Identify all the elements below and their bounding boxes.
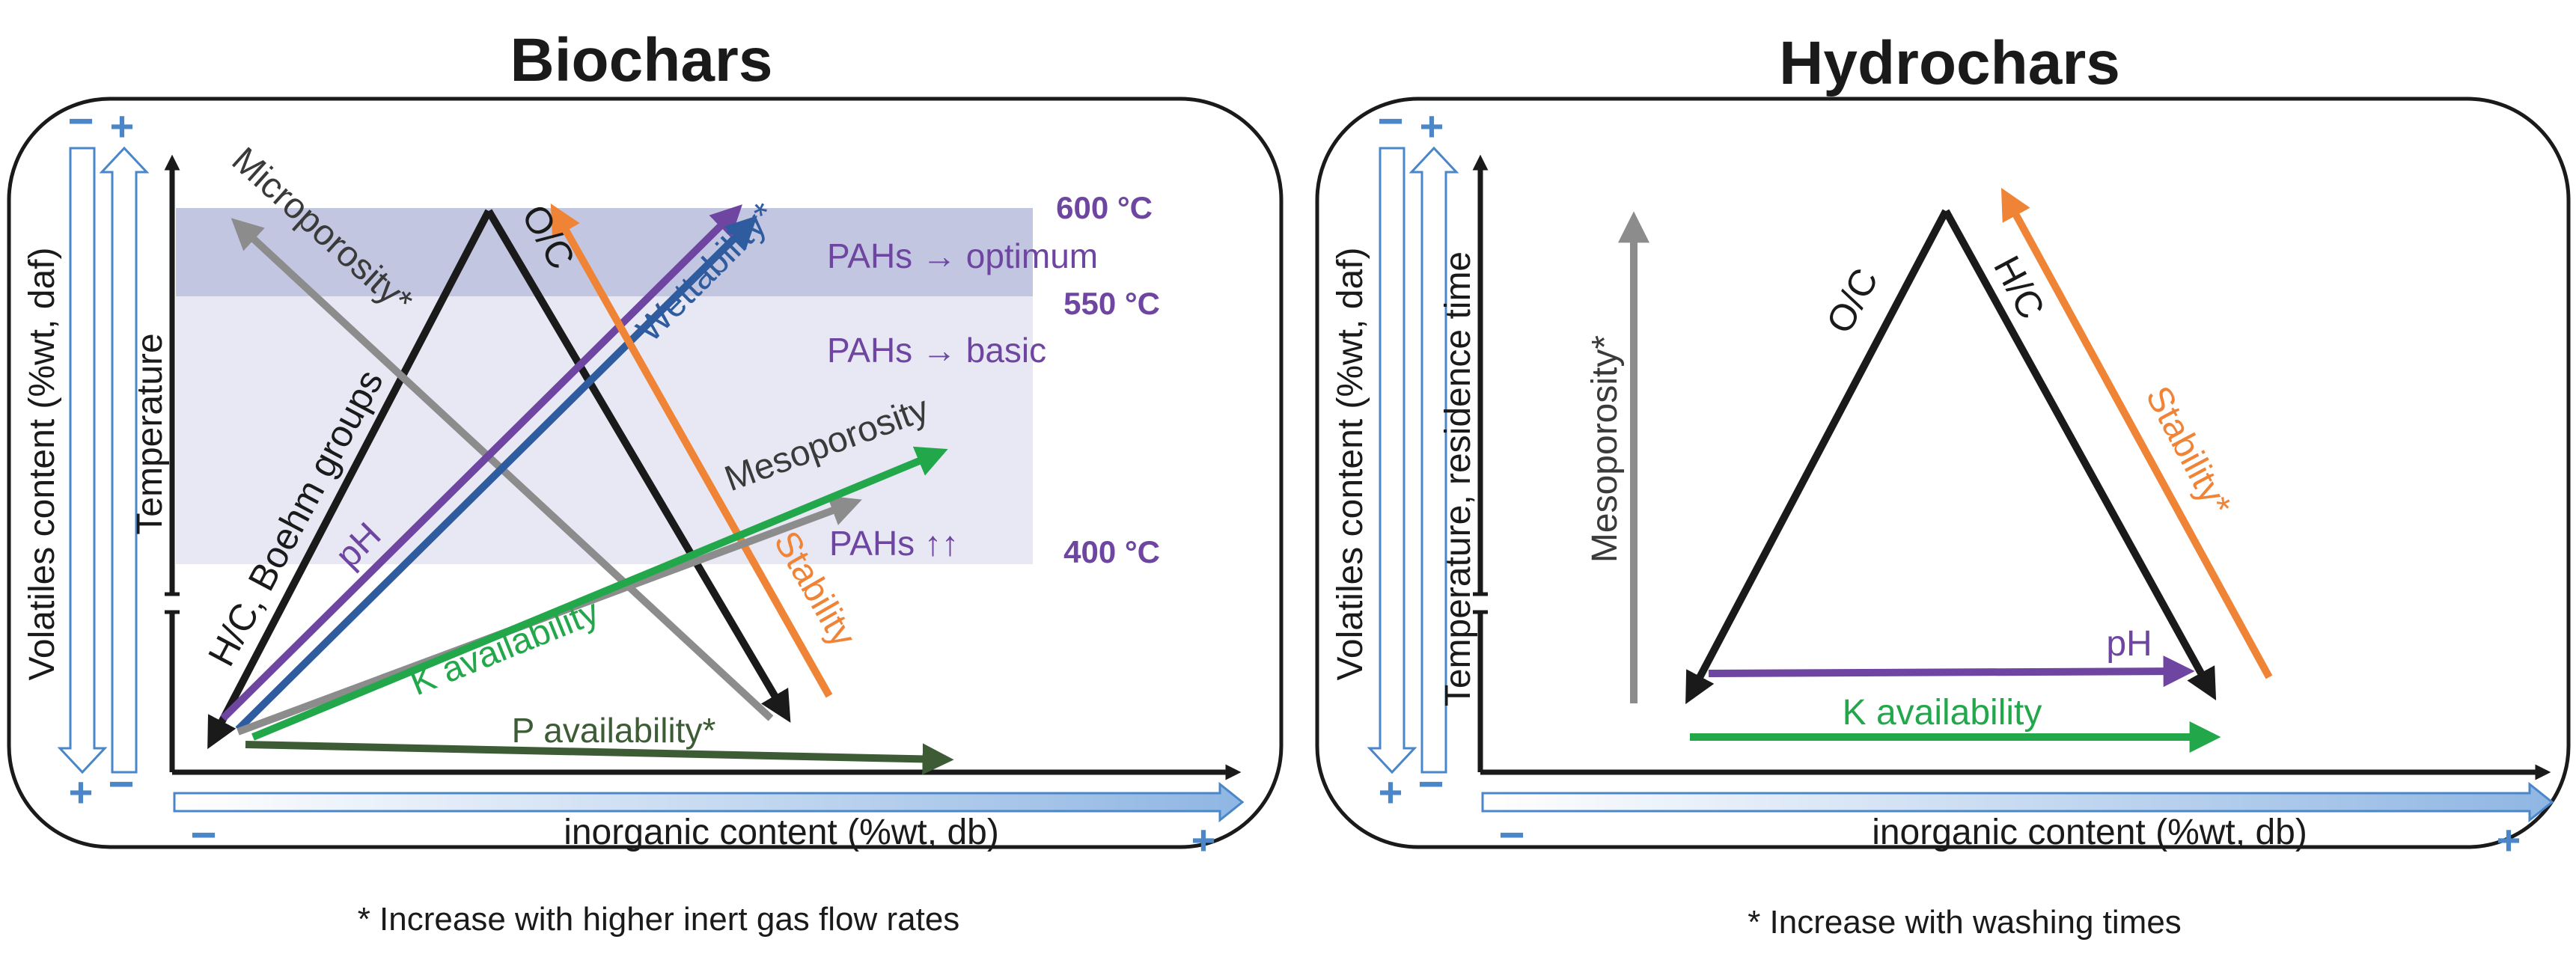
hydro-volatiles-top-plus-sign: + xyxy=(1420,103,1444,150)
hydrochars-axis-break xyxy=(1471,596,1489,611)
temp-600-label: 600 °C xyxy=(1056,190,1153,225)
hydrochars-footnote: * Increase with washing times xyxy=(1748,904,2182,941)
hydro-stability-arrow xyxy=(2000,187,2273,679)
biochars-frame xyxy=(7,97,1284,849)
pahs-basic-label: PAHs → basic xyxy=(827,331,1046,370)
hydro-mesoporosity-label: Mesoporosity* xyxy=(1585,335,1625,563)
inorganic-gradient-arrow xyxy=(173,781,1245,823)
hydro-ph-label: pH xyxy=(2106,624,2152,664)
hydrochars-temperature-label: Temperature, residence time xyxy=(1438,251,1478,706)
hydro-hc-arrow xyxy=(1942,209,2217,701)
hydrochars-title: Hydrochars xyxy=(1779,29,2120,97)
temp-550-label: 550 °C xyxy=(1063,286,1160,321)
hydro-k-availability-label: K availability xyxy=(1843,693,2042,733)
hydro-inorganic-minus-sign: − xyxy=(1498,810,1524,860)
volatiles-bottom-plus-sign: + xyxy=(69,768,94,816)
hydro-volatiles-top-minus-sign: − xyxy=(1377,96,1403,146)
biochars-panel: Biochars − + + − Volatiles content (%wt,… xyxy=(7,26,1284,938)
volatiles-gradient-arrow xyxy=(57,146,150,774)
hydro-stability-label: Stability* xyxy=(2137,380,2238,522)
biochars-y-axis-label: Volatiles content (%wt, daf) xyxy=(22,248,62,681)
hydro-oc-arrow xyxy=(1685,209,1950,705)
hydrochars-frame xyxy=(1315,97,2571,849)
biochars-footnote: * Increase with higher inert gas flow ra… xyxy=(358,901,960,938)
p-availability-arrow xyxy=(245,741,954,775)
band-600-550 xyxy=(176,208,1033,296)
k-availability-label: K availability xyxy=(405,592,605,703)
biochars-x-axis-label: inorganic content (%wt, db) xyxy=(564,813,999,852)
hydro-volatiles-gradient-arrow xyxy=(1367,146,1459,774)
hydro-volatiles-bottom-plus-sign: + xyxy=(1379,768,1403,816)
wettability-arrow xyxy=(235,215,757,733)
biochars-axis-break xyxy=(163,596,181,611)
hydrochars-y-axis-label: Volatiles content (%wt, daf) xyxy=(1331,248,1370,681)
p-availability-label: P availability* xyxy=(512,711,716,750)
volatiles-top-minus-sign: − xyxy=(67,96,94,146)
pahs-up-label: PAHs ↑↑ xyxy=(829,524,959,563)
ph-arrow xyxy=(220,204,742,721)
biochars-title: Biochars xyxy=(510,26,773,94)
hydro-inorganic-plus-sign: + xyxy=(2497,816,2521,863)
hydro-volatiles-bottom-minus-sign: − xyxy=(1417,759,1444,809)
inorganic-minus-sign: − xyxy=(190,810,216,860)
hydro-oc-label: O/C xyxy=(1818,262,1886,340)
temp-400-label: 400 °C xyxy=(1063,534,1160,569)
volatiles-top-plus-sign: + xyxy=(110,103,135,150)
biochars-temperature-label: Temperature xyxy=(130,333,170,534)
microporosity-arrow xyxy=(231,218,774,721)
inorganic-plus-sign: + xyxy=(1191,816,1216,863)
hydro-ph-arrow xyxy=(1708,655,2195,688)
oc-arrow xyxy=(485,209,791,723)
hc-boehm-arrow xyxy=(207,209,492,750)
pahs-optimum-label: PAHs → optimum xyxy=(827,236,1098,275)
volatiles-bottom-minus-sign: − xyxy=(108,759,134,809)
hydrochars-x-axis-label: inorganic content (%wt, db) xyxy=(1872,813,2307,852)
k-availability-arrow xyxy=(251,446,948,741)
stability-arrow xyxy=(550,204,833,698)
hydro-inorganic-gradient-arrow xyxy=(1481,781,2554,823)
hydrochars-panel: Hydrochars − + + − Volatiles content (%w… xyxy=(1315,29,2571,941)
